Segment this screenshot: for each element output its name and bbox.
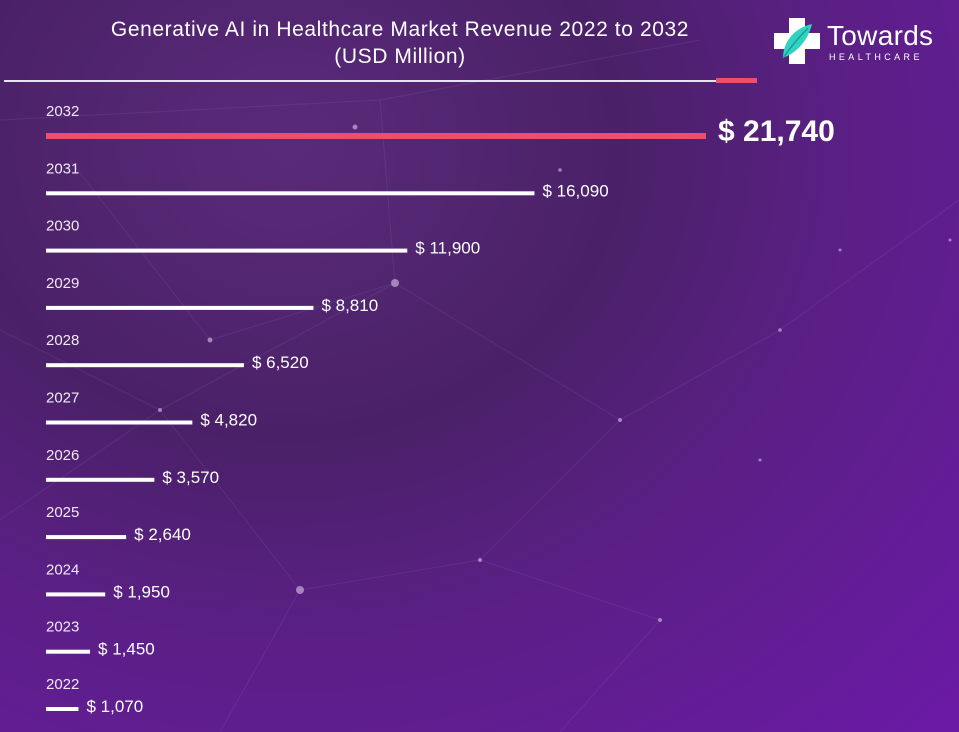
value-label-2024: $ 1,950 <box>113 582 170 601</box>
year-label-2028: 2028 <box>46 332 79 349</box>
value-label-2030: $ 11,900 <box>415 239 480 258</box>
chart-title-line-1: Generative AI in Healthcare Market Reven… <box>110 18 690 41</box>
bar-2029 <box>46 305 314 310</box>
bar-2032 <box>46 133 706 139</box>
chart-title: Generative AI in Healthcare Market Reven… <box>0 16 800 70</box>
value-label-2026: $ 3,570 <box>162 468 219 487</box>
year-label-2027: 2027 <box>46 390 79 407</box>
value-label-2025: $ 2,640 <box>134 525 191 544</box>
logo-name: Towards <box>827 20 934 51</box>
title-divider-accent <box>716 78 757 83</box>
bar-2030 <box>46 248 408 253</box>
year-label-2032: 2032 <box>46 103 79 120</box>
bar-2024 <box>46 592 106 597</box>
year-label-2023: 2023 <box>46 619 79 636</box>
bar-2031 <box>46 191 535 196</box>
value-label-2029: $ 8,810 <box>321 296 378 315</box>
medical-cross-icon <box>774 18 820 64</box>
value-label-2023: $ 1,450 <box>98 640 155 659</box>
bar-2025 <box>46 535 127 540</box>
towards-healthcare-logo: Towards HEALTHCARE <box>774 18 944 68</box>
year-label-2026: 2026 <box>46 447 79 464</box>
bar-2023 <box>46 649 91 654</box>
logo-subtitle: HEALTHCARE <box>829 52 923 62</box>
year-label-2022: 2022 <box>46 676 79 693</box>
bar-2027 <box>46 420 193 425</box>
title-divider <box>4 80 756 82</box>
value-label-2027: $ 4,820 <box>200 411 257 430</box>
year-label-2031: 2031 <box>46 160 79 177</box>
value-label-2028: $ 6,520 <box>252 353 309 372</box>
bar-2022 <box>46 707 79 711</box>
value-label-2032: $ 21,740 <box>718 115 835 148</box>
year-label-2030: 2030 <box>46 218 79 235</box>
chart-title-line-2: (USD Million) <box>334 45 466 68</box>
bar-2028 <box>46 363 244 368</box>
bar-chart: 2032 $ 21,740 2031 $ 16,090 2030 $ 11,900 2029… <box>46 103 835 716</box>
value-label-2031: $ 16,090 <box>542 181 608 200</box>
value-label-2022: $ 1,070 <box>86 697 143 716</box>
year-label-2024: 2024 <box>46 561 79 578</box>
year-label-2025: 2025 <box>46 504 79 521</box>
year-label-2029: 2029 <box>46 275 79 292</box>
bar-2026 <box>46 477 155 482</box>
